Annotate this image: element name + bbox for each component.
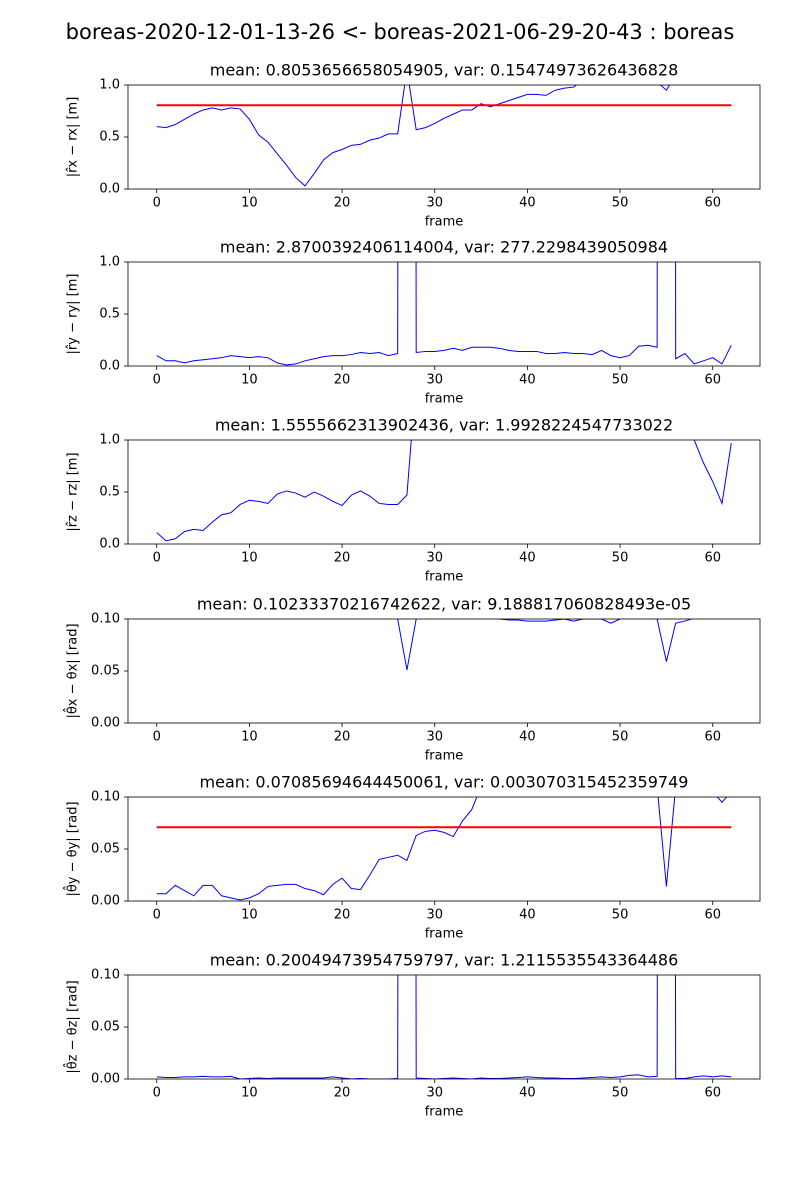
data-line xyxy=(156,85,671,187)
x-axis-label: frame xyxy=(425,215,464,230)
y-tick-label: 0.0 xyxy=(99,182,120,197)
x-tick-label: 20 xyxy=(334,551,351,566)
plot-area xyxy=(156,797,732,901)
y-tick-label: 0.00 xyxy=(91,716,120,731)
x-tick-label: 0 xyxy=(153,196,161,211)
x-tick-label: 30 xyxy=(426,908,443,923)
data-line xyxy=(156,797,728,901)
y-tick-label: 0.5 xyxy=(99,130,120,145)
subplot-title: mean: 0.07085694644450061, var: 0.003070… xyxy=(200,773,689,792)
subplot-title: mean: 0.8053656658054905, var: 0.1547497… xyxy=(210,61,679,80)
subplot: mean: 0.8053656658054905, var: 0.1547497… xyxy=(66,61,761,230)
y-tick-label: 1.0 xyxy=(99,255,120,270)
x-tick-label: 10 xyxy=(241,1086,258,1101)
x-tick-label: 50 xyxy=(612,908,629,923)
x-tick-label: 20 xyxy=(334,196,351,211)
y-tick-label: 0.10 xyxy=(91,790,120,805)
x-tick-label: 20 xyxy=(334,373,351,388)
y-tick-label: 0.5 xyxy=(99,485,120,500)
x-tick-label: 40 xyxy=(519,1086,536,1101)
subplot-title: mean: 1.5555662313902436, var: 1.9928224… xyxy=(215,416,673,435)
x-tick-label: 30 xyxy=(426,373,443,388)
x-tick-label: 0 xyxy=(153,908,161,923)
x-axis-label: frame xyxy=(425,392,464,407)
x-axis-label: frame xyxy=(425,927,464,942)
x-tick-label: 0 xyxy=(153,373,161,388)
y-tick-label: 0.10 xyxy=(91,612,120,627)
subplot: mean: 0.07085694644450061, var: 0.003070… xyxy=(63,773,761,942)
y-tick-label: 0.00 xyxy=(91,894,120,909)
y-axis-label: |θ̂y − θy| [rad] xyxy=(63,801,80,896)
x-tick-label: 10 xyxy=(241,551,258,566)
x-tick-label: 50 xyxy=(612,1086,629,1101)
x-tick-label: 20 xyxy=(334,1086,351,1101)
y-tick-label: 1.0 xyxy=(99,433,120,448)
x-tick-label: 0 xyxy=(153,551,161,566)
subplot-title: mean: 2.8700392406114004, var: 277.22984… xyxy=(220,238,668,257)
y-axis-label: |θ̂x − θx| [rad] xyxy=(63,623,80,718)
x-axis-label: frame xyxy=(425,570,464,585)
plot-area xyxy=(156,975,732,1079)
y-tick-label: 0.0 xyxy=(99,359,120,374)
subplot: mean: 0.20049473954759797, var: 1.211553… xyxy=(63,951,761,1120)
y-axis-label: |r̂y − ry| [m] xyxy=(66,274,81,355)
x-tick-label: 30 xyxy=(426,1086,443,1101)
x-tick-label: 40 xyxy=(519,551,536,566)
x-tick-label: 10 xyxy=(241,908,258,923)
x-axis-label: frame xyxy=(425,1105,464,1120)
x-tick-label: 40 xyxy=(519,730,536,745)
subplot: mean: 0.10233370216742622, var: 9.188817… xyxy=(63,595,761,764)
y-axis-label: |r̂x − rx| [m] xyxy=(66,97,81,178)
x-tick-label: 10 xyxy=(241,730,258,745)
y-tick-label: 0.10 xyxy=(91,968,120,983)
x-tick-label: 40 xyxy=(519,908,536,923)
x-tick-label: 60 xyxy=(704,908,721,923)
x-tick-label: 20 xyxy=(334,730,351,745)
x-tick-label: 30 xyxy=(426,551,443,566)
figure-title: boreas-2020-12-01-13-26 <- boreas-2021-0… xyxy=(66,20,735,44)
y-tick-label: 0.5 xyxy=(99,307,120,322)
data-line xyxy=(156,440,732,542)
plot-area xyxy=(156,85,732,187)
plot-area xyxy=(156,440,732,542)
x-tick-label: 50 xyxy=(612,196,629,211)
x-tick-label: 30 xyxy=(426,730,443,745)
x-tick-label: 40 xyxy=(519,373,536,388)
x-tick-label: 50 xyxy=(612,551,629,566)
x-tick-label: 50 xyxy=(612,730,629,745)
x-tick-label: 60 xyxy=(704,196,721,211)
data-line xyxy=(156,975,732,1079)
subplot-title: mean: 0.10233370216742622, var: 9.188817… xyxy=(197,595,691,614)
y-axis-label: |r̂z − rz| [m] xyxy=(66,452,81,531)
x-tick-label: 0 xyxy=(153,730,161,745)
y-tick-label: 0.05 xyxy=(91,664,120,679)
y-tick-label: 1.0 xyxy=(99,78,120,93)
x-tick-label: 60 xyxy=(704,1086,721,1101)
subplot-title: mean: 0.20049473954759797, var: 1.211553… xyxy=(210,951,679,970)
y-tick-label: 0.05 xyxy=(91,842,120,857)
x-tick-label: 50 xyxy=(612,373,629,388)
x-tick-label: 40 xyxy=(519,196,536,211)
x-tick-label: 60 xyxy=(704,373,721,388)
x-tick-label: 20 xyxy=(334,908,351,923)
y-tick-label: 0.0 xyxy=(99,537,120,552)
y-tick-label: 0.05 xyxy=(91,1020,120,1035)
x-tick-label: 0 xyxy=(153,1086,161,1101)
x-tick-label: 60 xyxy=(704,551,721,566)
x-tick-label: 60 xyxy=(704,730,721,745)
x-axis-label: frame xyxy=(425,749,464,764)
plot-area xyxy=(156,262,732,366)
y-tick-label: 0.00 xyxy=(91,1072,120,1087)
data-line xyxy=(156,262,732,366)
subplot: mean: 1.5555662313902436, var: 1.9928224… xyxy=(66,416,761,585)
x-tick-label: 10 xyxy=(241,373,258,388)
x-tick-label: 10 xyxy=(241,196,258,211)
subplot: mean: 2.8700392406114004, var: 277.22984… xyxy=(66,238,761,407)
y-axis-label: |θ̂z − θz| [rad] xyxy=(63,980,80,1073)
x-tick-label: 30 xyxy=(426,196,443,211)
